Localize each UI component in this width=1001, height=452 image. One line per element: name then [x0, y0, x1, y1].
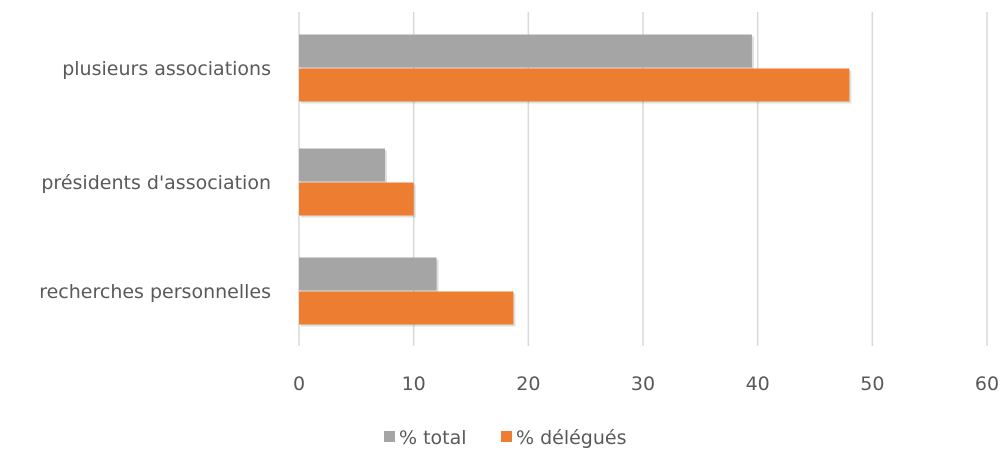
category-label-2: recherches personnelles	[39, 281, 271, 303]
bar-total-2	[299, 257, 437, 291]
bar-total-1	[299, 148, 385, 182]
legend-label: % délégués	[516, 427, 627, 449]
x-tick-label-60: 60	[975, 373, 999, 395]
legend-item-delegues: % délégués	[501, 427, 627, 449]
x-tick-label-30: 30	[631, 373, 655, 395]
grid-lines	[298, 12, 988, 346]
x-tick-label-50: 50	[860, 373, 884, 395]
category-label-0: plusieurs associations	[62, 58, 271, 80]
x-tick-label-40: 40	[746, 373, 770, 395]
bar-delegues-0	[299, 68, 850, 102]
bar-total-0	[299, 34, 752, 68]
legend: % total % délégués	[384, 427, 627, 449]
legend-swatch	[501, 431, 512, 442]
x-tick-label-20: 20	[516, 373, 540, 395]
legend-swatch	[384, 431, 395, 442]
bar-delegues-2	[299, 291, 514, 325]
bar-delegues-1	[299, 182, 414, 216]
x-axis-tick-labels: 0 10 20 30 40 50 60	[293, 373, 999, 395]
category-label-1: présidents d'association	[41, 172, 271, 194]
category-labels: plusieurs associations présidents d'assoc…	[39, 58, 271, 303]
x-tick-label-0: 0	[293, 373, 305, 395]
x-tick-label-10: 10	[402, 373, 426, 395]
legend-item-total: % total	[384, 427, 467, 449]
legend-label: % total	[399, 427, 467, 449]
bars	[299, 34, 852, 327]
